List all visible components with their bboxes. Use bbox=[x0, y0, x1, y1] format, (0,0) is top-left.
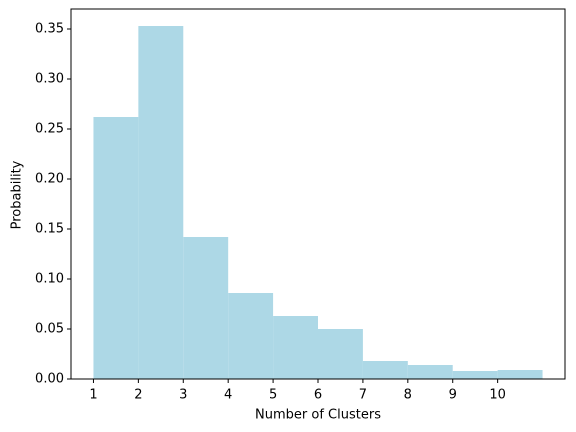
x-tick-label: 10 bbox=[489, 388, 506, 403]
y-tick-label: 0.10 bbox=[35, 272, 64, 287]
bar bbox=[452, 371, 498, 379]
x-tick-label: 2 bbox=[134, 388, 142, 403]
x-tick-label: 5 bbox=[269, 388, 277, 403]
x-tick-label: 1 bbox=[89, 388, 97, 403]
bar bbox=[497, 370, 543, 379]
x-tick-label: 7 bbox=[359, 388, 367, 403]
y-tick-label: 0.25 bbox=[35, 122, 64, 137]
bar bbox=[407, 365, 453, 379]
x-tick-label: 8 bbox=[404, 388, 412, 403]
bar bbox=[183, 237, 229, 379]
bar bbox=[228, 293, 274, 379]
x-axis-label: Number of Clusters bbox=[255, 408, 381, 423]
bar bbox=[362, 361, 408, 379]
bar bbox=[138, 26, 184, 379]
y-tick-label: 0.15 bbox=[35, 222, 64, 237]
bar bbox=[93, 117, 139, 379]
y-tick-label: 0.30 bbox=[35, 72, 64, 87]
bar bbox=[273, 316, 318, 379]
y-tick-label: 0.20 bbox=[35, 172, 64, 187]
x-tick-label: 6 bbox=[314, 388, 322, 403]
y-axis-label: Probability bbox=[10, 160, 25, 229]
y-tick-label: 0.05 bbox=[35, 322, 64, 337]
x-tick-label: 3 bbox=[179, 388, 187, 403]
y-tick-label: 0.35 bbox=[35, 22, 64, 37]
x-tick-label: 9 bbox=[449, 388, 457, 403]
y-tick-label: 0.00 bbox=[35, 372, 64, 387]
x-tick-label: 4 bbox=[224, 388, 232, 403]
bar bbox=[318, 329, 363, 379]
